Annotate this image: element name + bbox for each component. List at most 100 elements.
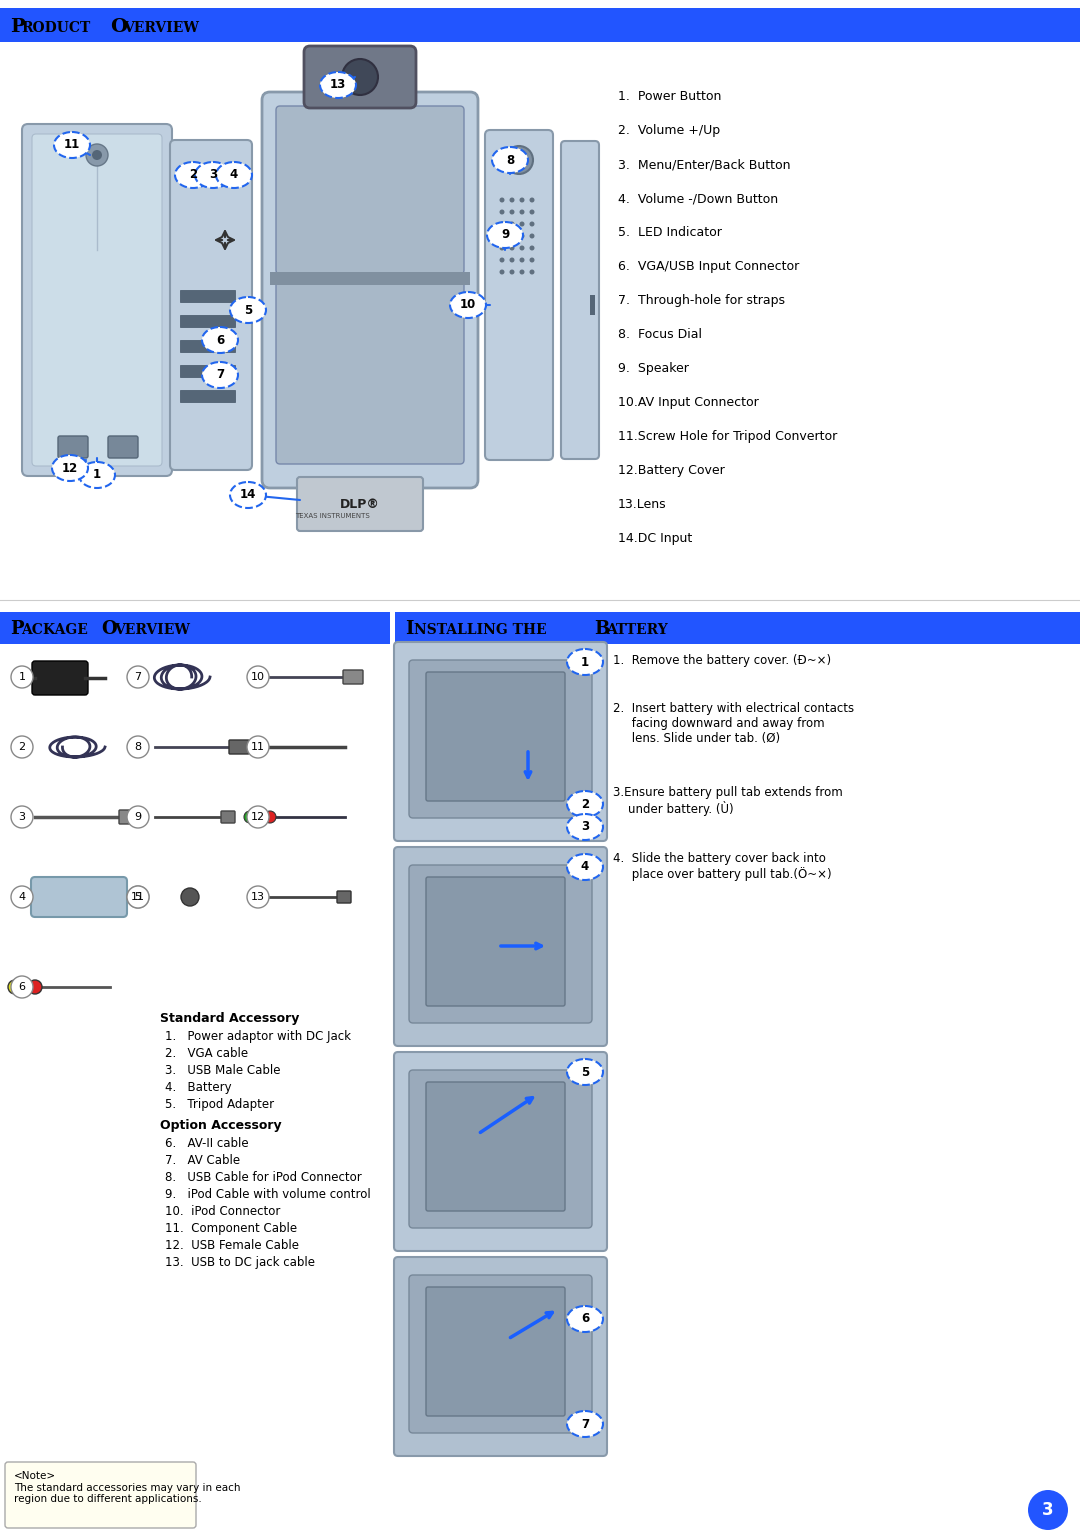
FancyBboxPatch shape [394,847,607,1046]
Circle shape [254,810,266,823]
FancyBboxPatch shape [337,892,351,902]
Text: 2.  Insert battery with electrical contacts
     facing downward and away from
 : 2. Insert battery with electrical contac… [613,702,854,745]
Circle shape [519,210,525,214]
Text: DLP®: DLP® [340,498,380,510]
FancyBboxPatch shape [5,1462,195,1527]
Text: 11.  Component Cable: 11. Component Cable [165,1223,297,1235]
Circle shape [244,810,256,823]
Text: 8: 8 [505,153,514,167]
Circle shape [247,666,269,688]
Ellipse shape [52,455,87,481]
Text: I: I [405,620,414,637]
Text: 2.  Volume +/Up: 2. Volume +/Up [618,124,720,136]
Circle shape [510,257,514,262]
Text: 7.   AV Cable: 7. AV Cable [165,1154,240,1167]
Circle shape [505,146,534,175]
FancyBboxPatch shape [170,139,252,470]
Circle shape [529,222,535,227]
Circle shape [529,210,535,214]
Text: 6: 6 [18,982,26,993]
FancyBboxPatch shape [297,476,423,532]
Text: 7: 7 [216,369,224,381]
Text: 2: 2 [18,741,26,752]
FancyBboxPatch shape [108,437,138,458]
Text: 12.  USB Female Cable: 12. USB Female Cable [165,1239,299,1252]
Text: 2: 2 [581,798,589,810]
Circle shape [127,885,149,908]
Circle shape [86,144,108,165]
Text: 8.   USB Cable for iPod Connector: 8. USB Cable for iPod Connector [165,1170,362,1184]
Ellipse shape [567,813,603,840]
FancyBboxPatch shape [276,280,464,464]
Text: 7: 7 [134,673,141,682]
Text: 4.   Battery: 4. Battery [165,1082,231,1094]
Text: 4.  Volume -/Down Button: 4. Volume -/Down Button [618,192,778,205]
Ellipse shape [487,222,523,248]
Text: ATTERY: ATTERY [606,624,667,637]
Circle shape [342,60,378,95]
Circle shape [499,198,504,202]
FancyBboxPatch shape [394,1052,607,1252]
Bar [180,391,235,401]
Ellipse shape [567,1411,603,1437]
Text: 12: 12 [251,812,265,823]
Text: 6: 6 [216,334,225,346]
FancyBboxPatch shape [221,810,235,823]
FancyBboxPatch shape [561,141,599,460]
Text: <Note>
The standard accessories may vary in each
region due to different applica: <Note> The standard accessories may vary… [14,1471,241,1504]
Bar [180,340,235,352]
Circle shape [519,198,525,202]
Circle shape [519,233,525,239]
Text: 12.Battery Cover: 12.Battery Cover [618,464,725,476]
Text: 1.   Power adaptor with DC Jack: 1. Power adaptor with DC Jack [165,1030,351,1043]
FancyBboxPatch shape [485,130,553,460]
Bar [590,296,595,316]
Text: 2.   VGA cable: 2. VGA cable [165,1046,248,1060]
FancyBboxPatch shape [119,810,135,824]
Text: O: O [102,620,117,637]
Text: 9: 9 [501,228,509,242]
Text: Standard Accessory: Standard Accessory [160,1013,299,1025]
Text: 5.   Tripod Adapter: 5. Tripod Adapter [165,1098,274,1111]
Text: 2: 2 [189,169,197,181]
Circle shape [247,806,269,827]
Circle shape [127,735,149,758]
FancyBboxPatch shape [262,92,478,489]
Bar [0,611,390,643]
Text: 3.Ensure battery pull tab extends from
    under battery. (Ù): 3.Ensure battery pull tab extends from u… [613,786,842,817]
Text: 3: 3 [1042,1501,1054,1520]
Text: 11: 11 [251,741,265,752]
Text: 6.   AV-II cable: 6. AV-II cable [165,1137,248,1151]
Text: Option Accessory: Option Accessory [160,1118,282,1132]
Text: TEXAS INSTRUMENTS: TEXAS INSTRUMENTS [295,513,369,519]
Ellipse shape [450,293,486,319]
Circle shape [127,666,149,688]
Circle shape [510,270,514,274]
FancyBboxPatch shape [409,1069,592,1229]
Ellipse shape [567,853,603,879]
Circle shape [247,885,269,908]
Circle shape [510,233,514,239]
Text: 3: 3 [18,812,26,823]
Circle shape [92,150,102,159]
Circle shape [11,666,33,688]
Text: 10.AV Input Connector: 10.AV Input Connector [618,395,759,409]
FancyBboxPatch shape [303,46,416,107]
Circle shape [529,270,535,274]
Text: 9: 9 [134,812,141,823]
Text: 1: 1 [18,673,26,682]
Circle shape [510,210,514,214]
FancyBboxPatch shape [409,660,592,818]
Text: 4: 4 [230,169,238,181]
Ellipse shape [492,147,528,173]
Text: 8.  Focus Dial: 8. Focus Dial [618,328,702,342]
Text: P: P [10,620,24,637]
FancyBboxPatch shape [426,876,565,1007]
Text: 5.  LED Indicator: 5. LED Indicator [618,227,721,239]
FancyBboxPatch shape [394,1256,607,1455]
Text: 11: 11 [131,892,145,902]
Text: 10.  iPod Connector: 10. iPod Connector [165,1206,281,1218]
Text: O: O [110,18,127,35]
Ellipse shape [567,650,603,676]
FancyBboxPatch shape [32,660,87,696]
